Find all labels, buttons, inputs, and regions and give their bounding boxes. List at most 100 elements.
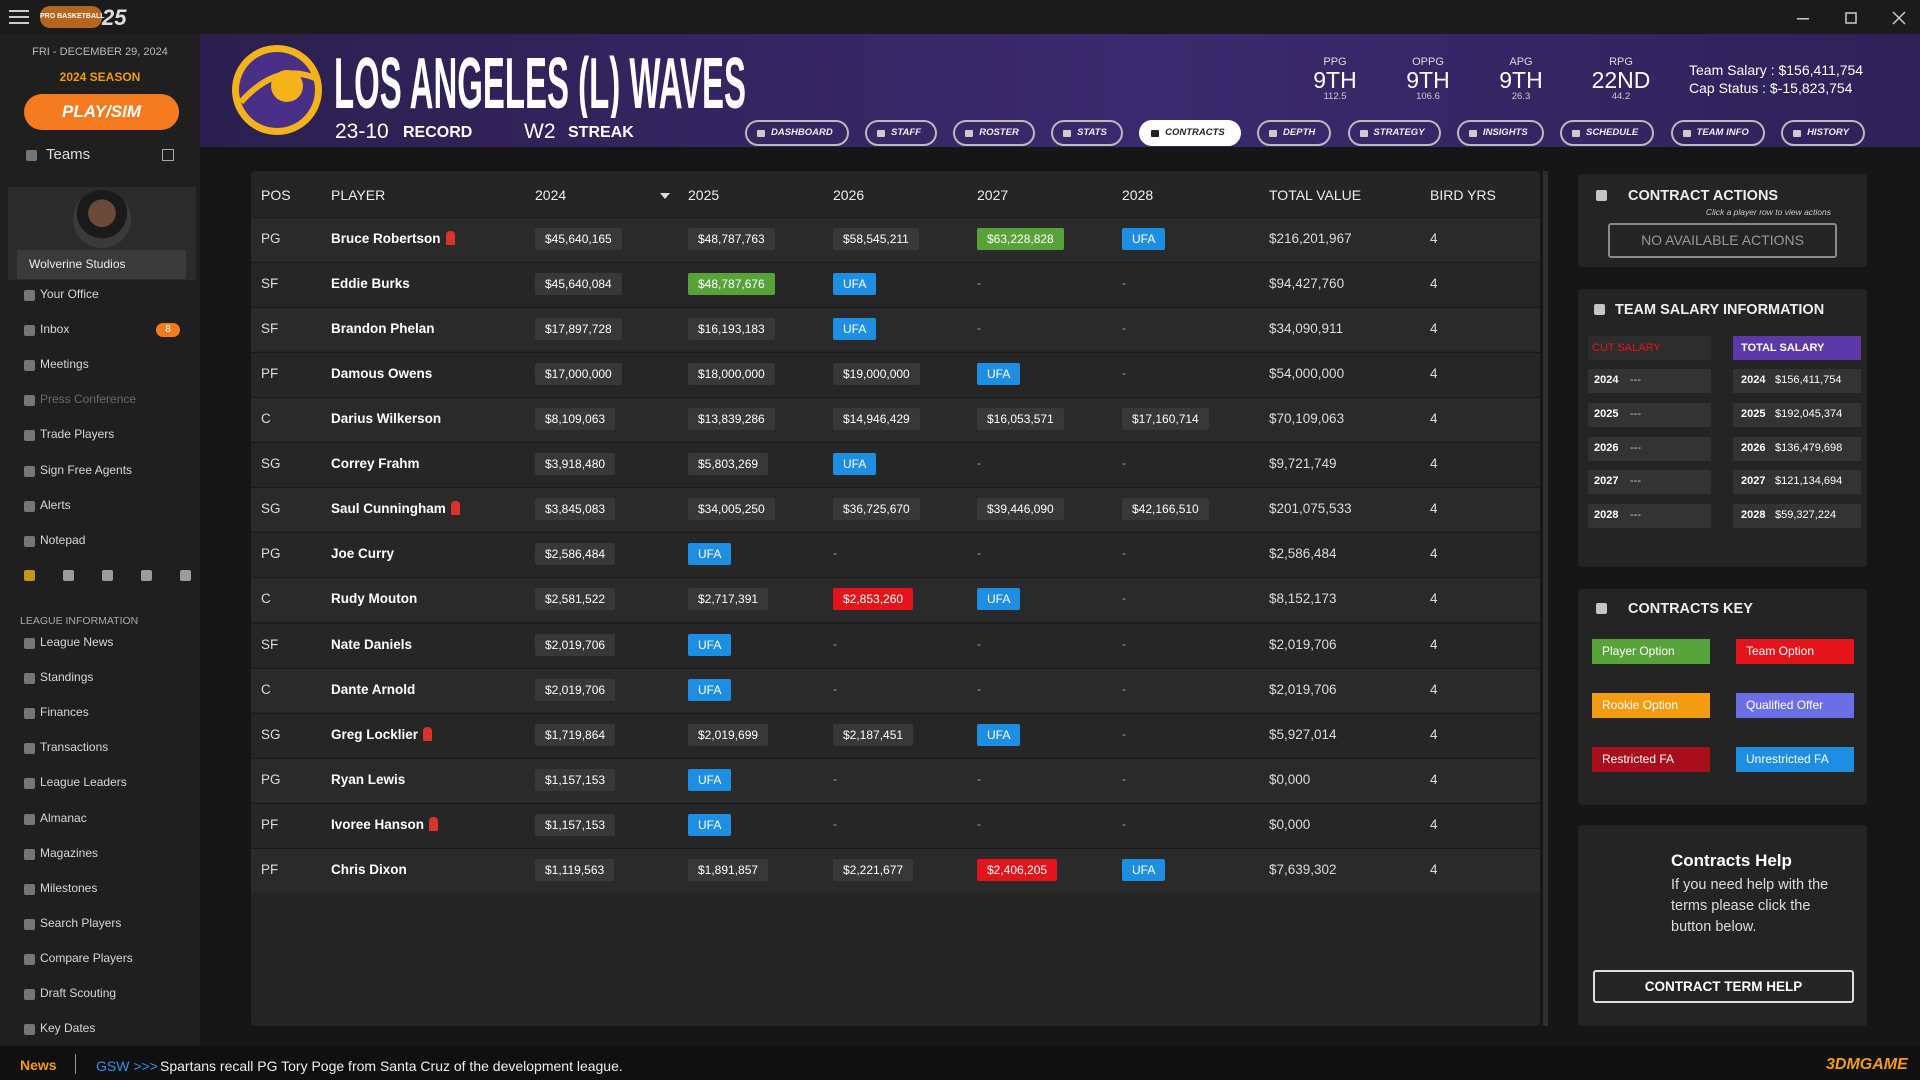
contract-cell[interactable]: $2,019,706 xyxy=(535,678,616,701)
column-header[interactable]: POS xyxy=(261,187,291,203)
contract-cell[interactable]: $2,717,391 xyxy=(688,588,769,611)
table-row[interactable] xyxy=(251,442,1540,487)
league-menu-item[interactable]: League News xyxy=(40,635,114,649)
league-menu-item[interactable]: Almanac xyxy=(40,810,87,825)
contract-cell[interactable]: $14,946,429 xyxy=(833,408,920,431)
menu-icon[interactable] xyxy=(9,9,29,25)
contract-cell[interactable]: $3,845,083 xyxy=(535,498,616,521)
contract-cell[interactable]: UFA xyxy=(977,363,1021,386)
contract-cell[interactable]: $3,918,480 xyxy=(535,453,616,476)
column-header[interactable]: 2026 xyxy=(833,187,865,203)
contract-cell[interactable]: UFA xyxy=(688,633,732,656)
contract-cell[interactable]: $63,228,828 xyxy=(977,228,1064,250)
nav-tab[interactable]: STAFF xyxy=(865,120,937,146)
contract-cell[interactable]: $42,166,510 xyxy=(1122,498,1209,521)
nav-tab[interactable]: CONTRACTS xyxy=(1139,120,1241,146)
league-menu-item[interactable]: Transactions xyxy=(40,740,109,755)
contract-cell[interactable]: $1,119,563 xyxy=(535,858,615,881)
contract-cell[interactable]: $48,787,763 xyxy=(688,228,775,250)
studio-dropdown[interactable]: Wolverine Studios xyxy=(17,250,186,279)
table-row[interactable] xyxy=(251,307,1540,352)
league-menu-item[interactable]: League Leaders xyxy=(40,775,127,790)
contract-cell[interactable]: $16,053,571 xyxy=(977,408,1064,431)
contract-cell[interactable]: UFA xyxy=(688,813,732,836)
contract-cell[interactable]: UFA xyxy=(688,543,732,566)
menu-item[interactable]: Meetings xyxy=(40,357,89,372)
contract-cell[interactable]: $2,853,260 xyxy=(833,588,914,611)
contract-cell[interactable]: $39,446,090 xyxy=(977,498,1064,521)
contract-cell[interactable]: $48,787,676 xyxy=(688,273,775,296)
contract-cell[interactable]: $2,406,205 xyxy=(977,858,1058,881)
contract-cell[interactable]: $58,545,211 xyxy=(833,228,919,250)
contract-cell[interactable]: $2,187,451 xyxy=(833,723,914,746)
contract-cell[interactable]: $17,000,000 xyxy=(535,363,622,386)
table-row[interactable] xyxy=(251,667,1540,712)
contract-cell[interactable]: UFA xyxy=(833,273,877,296)
nav-tab[interactable]: INSIGHTS xyxy=(1456,120,1544,146)
column-header[interactable]: 2028 xyxy=(1122,187,1154,203)
contract-cell[interactable]: UFA xyxy=(1122,858,1166,881)
column-header[interactable]: PLAYER xyxy=(331,187,386,203)
contract-cell[interactable]: UFA xyxy=(833,453,877,476)
contract-cell[interactable]: UFA xyxy=(688,768,732,791)
contract-cell[interactable]: $1,157,153 xyxy=(535,768,616,791)
nav-tab[interactable]: STRATEGY xyxy=(1347,120,1441,146)
table-row[interactable] xyxy=(251,757,1540,802)
nav-tab[interactable]: TEAM INFO xyxy=(1670,120,1765,146)
help-button[interactable]: CONTRACT TERM HELP xyxy=(1593,970,1854,1003)
contract-cell[interactable]: $1,157,153 xyxy=(535,813,616,836)
league-menu-item[interactable]: Standings xyxy=(40,670,94,685)
contract-cell[interactable]: $16,193,183 xyxy=(688,318,775,341)
menu-item[interactable]: Alerts xyxy=(40,497,71,512)
play-sim-button[interactable]: PLAY/SIM xyxy=(24,94,179,130)
contract-cell[interactable]: $2,221,677 xyxy=(833,858,914,881)
contract-cell[interactable]: $17,897,728 xyxy=(535,318,622,341)
column-header[interactable]: 2027 xyxy=(977,187,1009,203)
table-row[interactable] xyxy=(251,532,1540,577)
column-header[interactable]: TOTAL VALUE xyxy=(1269,187,1362,203)
contract-cell[interactable]: $2,581,522 xyxy=(535,588,616,611)
contract-cell[interactable]: UFA xyxy=(688,678,732,701)
league-menu-item[interactable]: Key Dates xyxy=(40,1021,96,1036)
table-row[interactable] xyxy=(251,577,1540,622)
league-menu-item[interactable]: Milestones xyxy=(40,880,98,895)
window-controls[interactable] xyxy=(1795,8,1915,28)
contract-cell[interactable]: UFA xyxy=(833,318,877,341)
nav-tab[interactable]: HISTORY xyxy=(1781,120,1865,146)
menu-item[interactable]: Inbox xyxy=(40,322,70,337)
league-menu-item[interactable]: Search Players xyxy=(40,915,122,930)
contract-cell[interactable]: UFA xyxy=(977,588,1021,611)
table-row[interactable] xyxy=(251,802,1540,847)
column-header[interactable]: 2024 xyxy=(535,187,567,203)
contract-cell[interactable]: $5,803,269 xyxy=(688,453,769,476)
contract-cell[interactable]: $1,719,864 xyxy=(535,723,616,746)
league-menu-item[interactable]: Magazines xyxy=(40,845,99,860)
contract-cell[interactable]: $1,891,857 xyxy=(688,858,769,881)
menu-item[interactable]: Sign Free Agents xyxy=(40,462,133,477)
teams-link[interactable]: Teams xyxy=(46,146,91,163)
contract-cell[interactable]: $2,019,699 xyxy=(688,723,769,746)
contract-cell[interactable]: $19,000,000 xyxy=(833,363,920,386)
contract-cell[interactable]: $13,839,286 xyxy=(688,408,775,431)
nav-tab[interactable]: DEPTH xyxy=(1257,120,1332,146)
nav-tab[interactable]: SCHEDULE xyxy=(1559,120,1655,146)
contract-cell[interactable]: UFA xyxy=(977,723,1021,746)
contract-cell[interactable]: UFA xyxy=(1122,228,1166,250)
column-header[interactable]: BIRD YRS xyxy=(1430,187,1496,203)
menu-item[interactable]: Trade Players xyxy=(40,427,115,442)
league-menu-item[interactable]: Finances xyxy=(40,705,89,720)
nav-tab[interactable]: DASHBOARD xyxy=(745,120,849,146)
contract-cell[interactable]: $17,160,714 xyxy=(1122,408,1209,431)
menu-item[interactable]: Notepad xyxy=(40,532,86,547)
table-row[interactable] xyxy=(251,622,1540,667)
league-menu-item[interactable]: Compare Players xyxy=(40,950,133,965)
contract-cell[interactable]: $2,586,484 xyxy=(535,543,616,566)
contract-cell[interactable]: $2,019,706 xyxy=(535,633,616,656)
scrollbar[interactable] xyxy=(1543,171,1548,1026)
column-header[interactable]: 2025 xyxy=(688,187,720,203)
contract-cell[interactable]: $18,000,000 xyxy=(688,363,775,386)
contract-cell[interactable]: $45,640,084 xyxy=(535,273,622,296)
contract-cell[interactable]: $8,109,063 xyxy=(535,408,616,431)
league-menu-item[interactable]: Draft Scouting xyxy=(40,986,117,1000)
no-actions-button[interactable]: NO AVAILABLE ACTIONS xyxy=(1608,223,1837,258)
